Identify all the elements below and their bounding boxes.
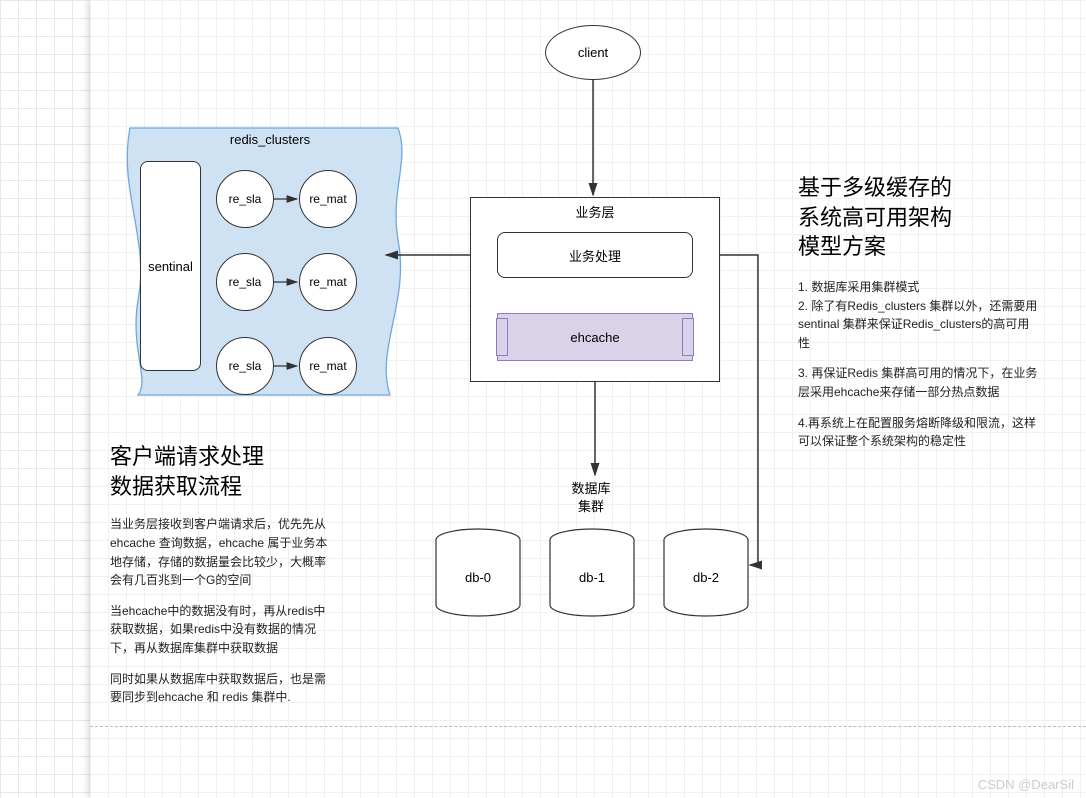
- client-node: client: [545, 25, 641, 80]
- right-title: 基于多级缓存的 系统高可用架构 模型方案: [798, 173, 1038, 262]
- db-2-label: db-2: [664, 570, 748, 585]
- re-mat-1: re_mat: [299, 170, 357, 228]
- left-para-2: 同时如果从数据库中获取数据后，也是需要同步到ehcache 和 redis 集群…: [110, 670, 335, 707]
- watermark: CSDN @DearSil: [978, 777, 1074, 792]
- right-para-2: 3. 再保证Redis 集群高可用的情况下，在业务层采用ehcache来存储一部…: [798, 364, 1038, 401]
- page-break-line: [90, 726, 1086, 727]
- re-mat-3: re_mat: [299, 337, 357, 395]
- sentinal-label: sentinal: [148, 259, 193, 274]
- re-sla-2: re_sla: [216, 253, 274, 311]
- right-para-3: 4.再系统上在配置服务熔断降级和限流，这样可以保证整个系统架构的稳定性: [798, 414, 1038, 451]
- left-text-block: 客户端请求处理 数据获取流程 当业务层接收到客户端请求后，优先先从ehcache…: [110, 442, 335, 707]
- db-1-label: db-1: [550, 570, 634, 585]
- left-title: 客户端请求处理 数据获取流程: [110, 442, 335, 501]
- drawing-page: client redis_clusters sentinal re_sla re…: [90, 0, 1086, 798]
- re-mat-2: re_mat: [299, 253, 357, 311]
- right-para-0: 1. 数据库采用集群模式: [798, 278, 1038, 297]
- ehcache-node: ehcache: [497, 313, 693, 361]
- biz-process-node: 业务处理: [497, 232, 693, 278]
- re-sla-3: re_sla: [216, 337, 274, 395]
- sentinal-node: sentinal: [140, 161, 201, 371]
- redis-cluster-label: redis_clusters: [150, 132, 390, 147]
- db-0-label: db-0: [436, 570, 520, 585]
- client-label: client: [578, 45, 608, 60]
- ehcache-label: ehcache: [570, 330, 619, 345]
- biz-process-label: 业务处理: [569, 246, 621, 265]
- db-cluster-label: 数据库 集群: [400, 480, 782, 515]
- right-para-1: 2. 除了有Redis_clusters 集群以外，还需要用sentinal 集…: [798, 297, 1038, 353]
- biz-layer-label: 业务层: [575, 202, 614, 221]
- re-sla-1: re_sla: [216, 170, 274, 228]
- right-text-block: 基于多级缓存的 系统高可用架构 模型方案 1. 数据库采用集群模式 2. 除了有…: [798, 173, 1038, 451]
- left-para-1: 当ehcache中的数据没有时，再从redis中获取数据，如果redis中没有数…: [110, 602, 335, 658]
- left-para-0: 当业务层接收到客户端请求后，优先先从ehcache 查询数据，ehcache 属…: [110, 515, 335, 589]
